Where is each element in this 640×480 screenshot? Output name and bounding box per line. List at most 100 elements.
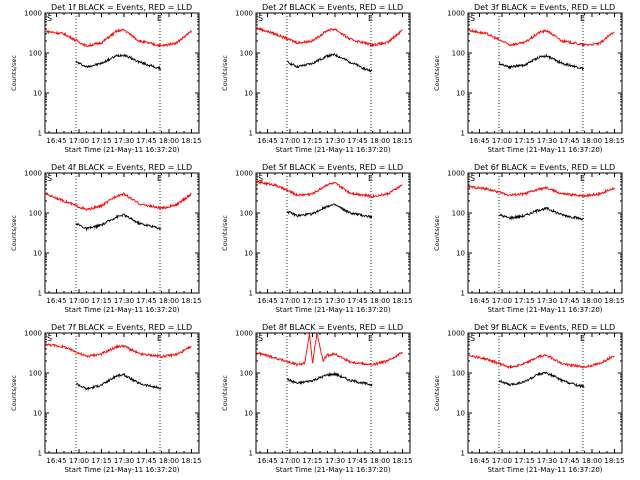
panel-title: Det 2f BLACK = Events, RED = LLD (262, 3, 403, 12)
y-tick-label: 1 (38, 290, 42, 298)
start-marker: S (470, 14, 475, 23)
y-tick-label: 1 (461, 450, 465, 458)
x-tick-label: 18:15 (181, 297, 201, 305)
y-tick-label: 100 (240, 370, 253, 378)
plot-frame (44, 332, 200, 454)
panel-9: Det 9f BLACK = Events, RED = LLD 1 10 100 10… (433, 323, 625, 474)
x-tick-label: 17:30 (537, 137, 557, 145)
x-tick-label: 17:15 (514, 297, 534, 305)
y-tick-label: 10 (33, 250, 42, 258)
plot-frame (467, 172, 623, 294)
y-axis-label: Counts/sec (433, 375, 441, 411)
x-tick-label: 18:00 (370, 297, 390, 305)
y-tick-label: 10 (456, 250, 465, 258)
x-tick-label: 16:45 (469, 457, 489, 465)
x-tick-label: 18:15 (181, 137, 201, 145)
y-tick-label: 100 (29, 50, 42, 58)
y-tick-label: 10 (33, 410, 42, 418)
panel-title: Det 1f BLACK = Events, RED = LLD (51, 3, 192, 12)
x-tick-label: 17:15 (302, 457, 322, 465)
lld-series-line (256, 26, 403, 48)
x-tick-label: 16:45 (257, 137, 277, 145)
y-tick-label: 1 (249, 290, 253, 298)
y-axis-label: Counts/sec (433, 215, 441, 251)
x-tick-label: 17:30 (537, 297, 557, 305)
panel-title: Det 6f BLACK = Events, RED = LLD (474, 163, 615, 172)
x-tick-label: 17:00 (280, 297, 300, 305)
x-tick-label: 17:45 (347, 457, 367, 465)
x-tick-label: 17:30 (325, 457, 345, 465)
panel-7: Det 7f BLACK = Events, RED = LLD 1 10 100 10… (10, 323, 202, 474)
x-tick-label: 17:15 (302, 137, 322, 145)
end-marker: E (157, 14, 162, 23)
x-tick-label: 17:15 (302, 297, 322, 305)
plot-frame (467, 12, 623, 134)
end-marker: E (157, 334, 162, 343)
x-tick-label: 17:45 (347, 137, 367, 145)
plot-frame (44, 12, 200, 134)
x-tick-label: 18:00 (370, 457, 390, 465)
x-tick-label: 17:00 (69, 137, 89, 145)
panel-5: Det 5f BLACK = Events, RED = LLD 1 10 100 10… (221, 163, 413, 314)
x-axis-label: Start Time (21-May-11 16:37:20) (275, 466, 390, 474)
y-tick-label: 1000 (235, 10, 253, 18)
y-axis-label: Counts/sec (10, 55, 18, 91)
y-tick-label: 1 (38, 450, 42, 458)
x-tick-label: 17:00 (69, 297, 89, 305)
x-tick-label: 17:30 (114, 297, 134, 305)
x-tick-label: 16:45 (469, 297, 489, 305)
events-series-line (286, 203, 373, 219)
lld-series-line (468, 354, 615, 370)
end-marker: E (368, 14, 373, 23)
panel-4: Det 4f BLACK = Events, RED = LLD 1 10 100 10… (10, 163, 202, 314)
x-tick-label: 17:15 (91, 297, 111, 305)
x-tick-label: 18:15 (392, 297, 412, 305)
x-tick-label: 18:00 (582, 297, 602, 305)
panel-8: Det 8f BLACK = Events, RED = LLD 1 10 100 10… (221, 323, 413, 474)
y-tick-label: 100 (240, 50, 253, 58)
lld-series-line (45, 343, 192, 359)
x-axis-label: Start Time (21-May-11 16:37:20) (64, 146, 179, 154)
x-tick-label: 16:45 (46, 137, 66, 145)
x-tick-label: 18:00 (582, 457, 602, 465)
y-tick-label: 100 (29, 370, 42, 378)
y-tick-label: 1 (461, 290, 465, 298)
y-tick-label: 10 (456, 410, 465, 418)
y-tick-label: 1000 (447, 330, 465, 338)
x-tick-label: 18:15 (604, 137, 624, 145)
y-tick-label: 100 (452, 370, 465, 378)
panel-6: Det 6f BLACK = Events, RED = LLD 1 10 100 10… (433, 163, 625, 314)
x-tick-label: 17:00 (492, 457, 512, 465)
x-tick-label: 17:15 (514, 457, 534, 465)
lld-series-line (45, 191, 192, 212)
y-tick-label: 100 (29, 210, 42, 218)
x-tick-label: 17:30 (325, 137, 345, 145)
y-tick-label: 1 (249, 130, 253, 138)
y-axis-label: Counts/sec (10, 215, 18, 251)
plot-frame (255, 12, 411, 134)
x-tick-label: 17:45 (347, 297, 367, 305)
start-marker: S (47, 174, 52, 183)
start-marker: S (470, 334, 475, 343)
x-tick-label: 17:00 (280, 457, 300, 465)
panel-3: Det 3f BLACK = Events, RED = LLD 1 10 100 10… (433, 3, 625, 154)
x-tick-label: 17:30 (114, 457, 134, 465)
lld-series-line (45, 28, 192, 49)
events-series-line (75, 213, 162, 232)
y-axis-label: Counts/sec (10, 375, 18, 411)
y-tick-label: 10 (244, 410, 253, 418)
x-axis-label: Start Time (21-May-11 16:37:20) (275, 306, 390, 314)
x-tick-label: 17:45 (136, 297, 156, 305)
x-tick-label: 16:45 (257, 457, 277, 465)
plot-frame (255, 172, 411, 294)
panel-title: Det 4f BLACK = Events, RED = LLD (51, 163, 192, 172)
y-tick-label: 10 (244, 250, 253, 258)
x-tick-label: 18:15 (392, 137, 412, 145)
panel-2: Det 2f BLACK = Events, RED = LLD 1 10 100 10… (221, 3, 413, 154)
panel-title: Det 3f BLACK = Events, RED = LLD (474, 3, 615, 12)
lld-series-line (256, 332, 403, 368)
panel-title: Det 5f BLACK = Events, RED = LLD (262, 163, 403, 172)
x-tick-label: 16:45 (46, 457, 66, 465)
